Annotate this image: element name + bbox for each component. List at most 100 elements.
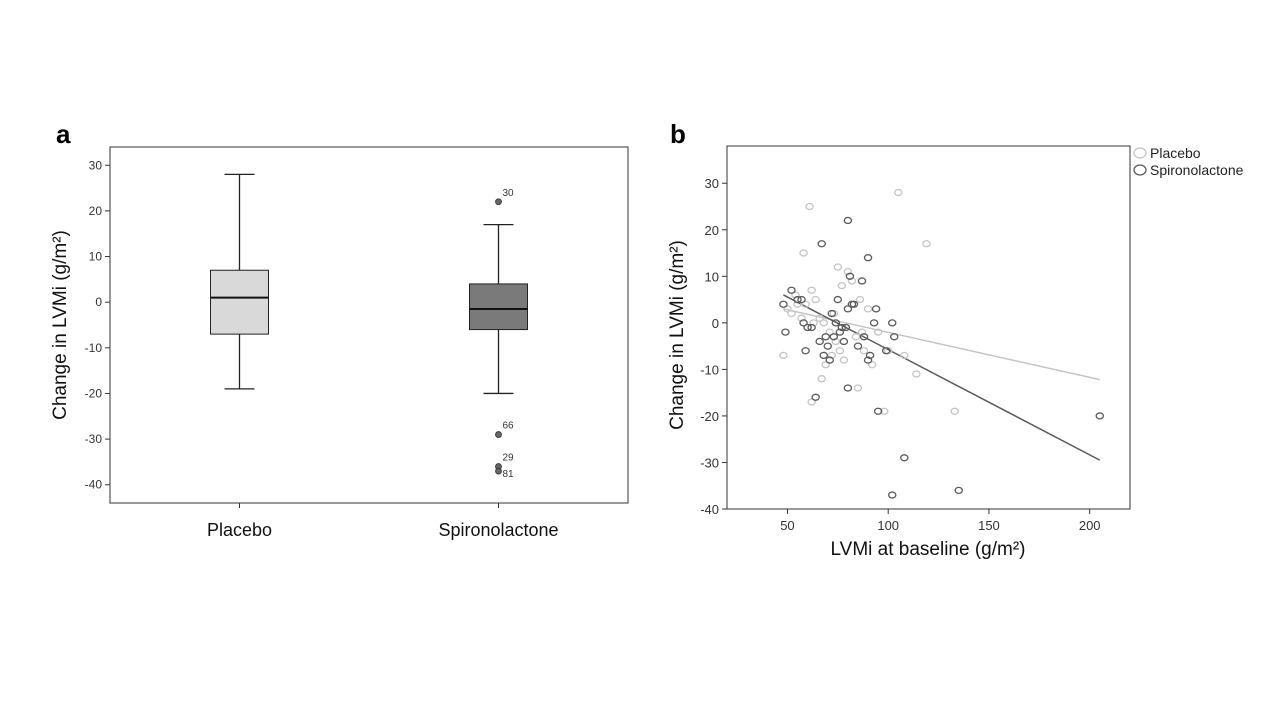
point-spironolactone [889, 333, 899, 341]
point-spironolactone [843, 216, 853, 225]
panel-b-x-ticks: 50 100 150 200 [780, 509, 1101, 533]
point-placebo [797, 314, 806, 322]
y-tick-label: -30 [700, 455, 719, 470]
point-spironolactone [827, 309, 837, 318]
panel-a-plot-frame [109, 146, 629, 504]
point-spironolactone [849, 300, 859, 308]
panel-a-y-axis-title: Change in LVMi (g/m²) [50, 230, 71, 420]
y-tick-label: -10 [700, 362, 719, 377]
y-tick-label: 10 [89, 250, 103, 264]
point-spironolactone [803, 323, 812, 332]
point-spironolactone [863, 356, 873, 364]
point-placebo [827, 351, 837, 360]
point-placebo [922, 240, 931, 248]
point-placebo [835, 347, 845, 355]
panel-b-letter: b [670, 119, 686, 149]
point-placebo [787, 309, 796, 318]
panel-b-fit-lines [783, 294, 1101, 461]
iqr-box [210, 269, 269, 335]
panel-a-letter: a [56, 119, 71, 149]
point-spironolactone [835, 328, 845, 336]
outlier-label: 30 [503, 188, 515, 199]
x-tick-label: 150 [978, 518, 1000, 533]
point-placebo [801, 300, 810, 308]
outlier-point [495, 467, 502, 475]
y-tick-label: -30 [85, 432, 103, 446]
point-spironolactone [817, 240, 826, 248]
legend-marker-spironolactone [1133, 164, 1147, 176]
panel-b-y-axis-title: Change in LVMi (g/m²) [667, 240, 688, 430]
outlier-label: 29 [503, 452, 515, 463]
point-spironolactone [823, 342, 833, 350]
x-tick-label: 200 [1079, 518, 1101, 533]
point-spironolactone [841, 323, 851, 332]
y-tick-label: 0 [712, 316, 719, 331]
outlier-point [495, 198, 502, 206]
point-spironolactone [887, 319, 897, 327]
panel-b-x-axis-title: LVMi at baseline (g/m²) [831, 539, 1026, 560]
point-spironolactone [843, 305, 853, 313]
point-placebo [833, 263, 843, 271]
point-placebo [912, 370, 921, 378]
point-placebo [859, 347, 869, 355]
y-tick-label: 30 [705, 176, 719, 191]
legend-marker-placebo [1133, 147, 1147, 159]
point-spironolactone [837, 323, 847, 332]
point-spironolactone [811, 393, 820, 401]
point-spironolactone [829, 333, 839, 341]
point-placebo [851, 333, 861, 341]
y-tick-label: -20 [700, 409, 719, 424]
point-spironolactone [845, 272, 855, 280]
x-tick-label: 50 [780, 518, 794, 533]
point-placebo [811, 295, 820, 304]
panel-b-points [779, 188, 1105, 499]
point-spironolactone [887, 491, 897, 499]
point-spironolactone [833, 295, 843, 304]
outlier-label: 66 [503, 421, 515, 432]
point-spironolactone [797, 295, 806, 304]
point-spironolactone [801, 347, 810, 355]
point-spironolactone [821, 333, 830, 341]
point-spironolactone [843, 384, 853, 392]
point-placebo [779, 351, 788, 360]
point-spironolactone [779, 300, 788, 308]
point-spironolactone [839, 337, 849, 346]
outlier-label: 81 [503, 469, 515, 480]
point-spironolactone [807, 323, 816, 332]
point-spironolactone [900, 454, 909, 462]
fit-line-placebo [783, 308, 1100, 381]
point-placebo [821, 361, 830, 369]
point-spironolactone [799, 319, 808, 327]
point-placebo [807, 286, 816, 294]
iqr-box [469, 283, 528, 331]
point-placebo [791, 291, 800, 299]
box-placebo [210, 173, 269, 390]
point-placebo [799, 249, 808, 257]
panel-a-y-ticks: 30 20 10 0 -10 -20 -30 -40 [85, 158, 110, 492]
point-placebo [793, 300, 802, 308]
point-spironolactone [857, 277, 867, 285]
point-spironolactone [819, 351, 828, 360]
fit-line-spironolactone [783, 294, 1101, 461]
point-placebo [950, 407, 959, 415]
x-category-label: Placebo [207, 520, 272, 540]
point-spironolactone [869, 319, 879, 327]
point-spironolactone [863, 254, 873, 262]
point-spironolactone [787, 286, 796, 294]
point-placebo [825, 328, 835, 336]
point-spironolactone [781, 328, 790, 336]
y-tick-label: 30 [89, 158, 103, 172]
point-placebo [855, 295, 865, 304]
point-placebo [894, 188, 903, 197]
y-tick-label: 20 [705, 223, 719, 238]
point-spironolactone [873, 407, 883, 415]
panel-a-x-labels: Placebo Spironolactone [207, 503, 559, 540]
point-placebo [839, 356, 849, 364]
point-placebo [857, 328, 867, 336]
point-placebo [900, 351, 909, 360]
y-tick-label: 20 [89, 204, 103, 218]
point-spironolactone [825, 356, 835, 364]
y-tick-label: -40 [85, 478, 103, 492]
